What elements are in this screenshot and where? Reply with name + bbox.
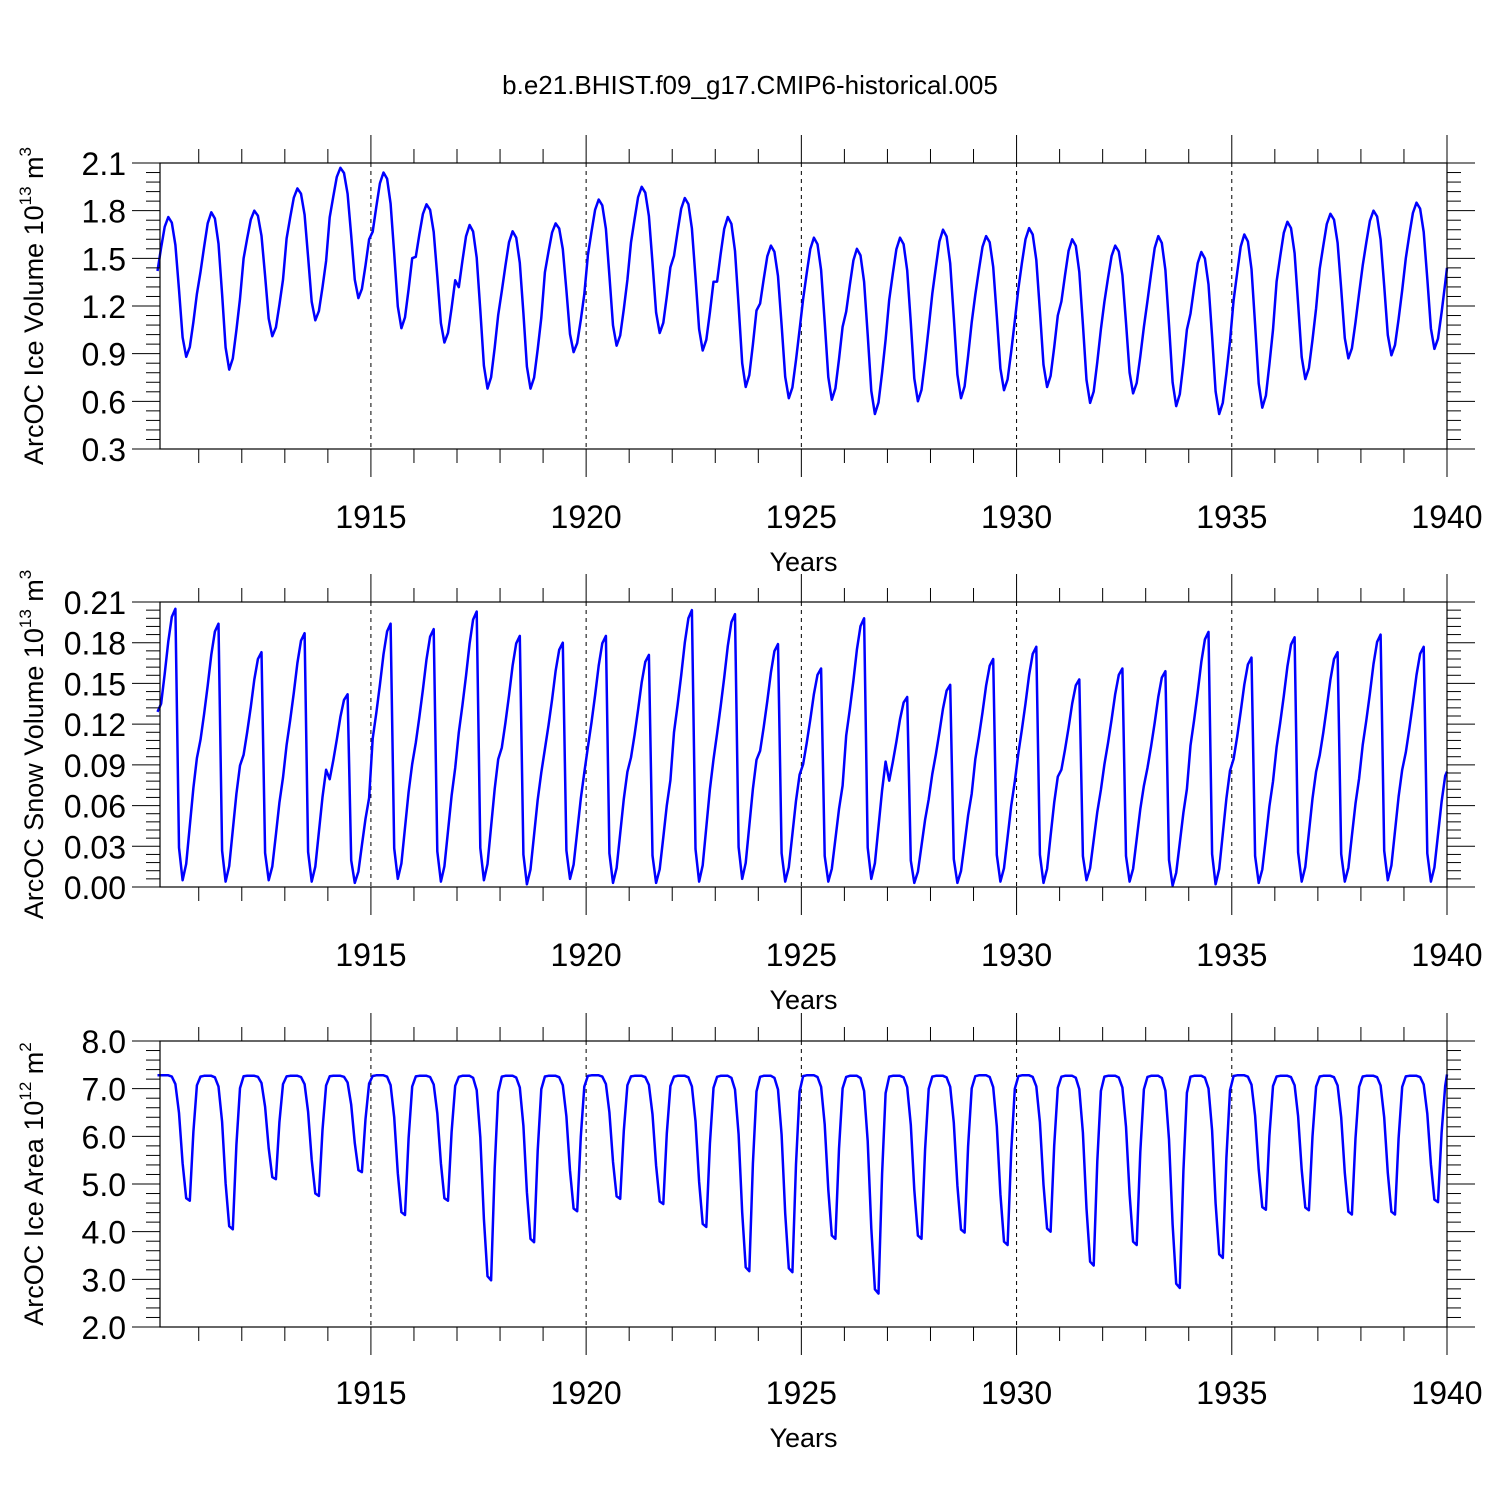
ice-volume-xtick-label: 1930: [981, 499, 1052, 535]
figure-title: b.e21.BHIST.f09_g17.CMIP6-historical.005: [502, 70, 998, 100]
ice-area-xtick-label: 1925: [766, 1375, 837, 1411]
ice-area-xtick-label: 1940: [1411, 1375, 1482, 1411]
snow-volume-xtick-label: 1935: [1196, 937, 1267, 973]
snow-volume-y-axis-title: ArcOC Snow Volume 1013 m3: [16, 570, 49, 920]
ice-area-xtick-label: 1935: [1196, 1375, 1267, 1411]
snow-volume-xtick-label: 1920: [551, 937, 622, 973]
ice-volume-y-axis-title: ArcOC Ice Volume 1013 m3: [16, 147, 49, 465]
ice-area-y-axis-title: ArcOC Ice Area 1012 m2: [16, 1042, 49, 1326]
ice-volume-xtick-label: 1925: [766, 499, 837, 535]
snow-volume-ytick-label: 0.00: [64, 870, 126, 906]
ice-area-xtick-label: 1915: [335, 1375, 406, 1411]
ice-volume-series-line: [156, 166, 1449, 416]
ice-volume-ytick-label: 0.9: [82, 337, 126, 373]
ice-area-ytick-label: 2.0: [82, 1310, 126, 1346]
ice-volume-xtick-label: 1915: [335, 499, 406, 535]
ice-volume-xtick-label: 1920: [551, 499, 622, 535]
snow-volume-series-line: [156, 607, 1449, 887]
ice-area-ytick-label: 4.0: [82, 1215, 126, 1251]
snow-volume-ytick-label: 0.06: [64, 789, 126, 825]
ice-area-series-line: [157, 1074, 1449, 1295]
ice-volume-ytick-label: 1.8: [82, 194, 126, 230]
ice-volume-ytick-label: 2.1: [82, 146, 126, 182]
snow-volume-ytick-label: 0.21: [64, 585, 126, 621]
ice-volume-ytick-label: 0.6: [82, 384, 126, 420]
snow-volume-plot-frame: [159, 601, 1448, 888]
ice-area-ytick-label: 7.0: [82, 1072, 126, 1108]
ice-volume-xtick-label: 1940: [1411, 499, 1482, 535]
snow-volume-xtick-label: 1925: [766, 937, 837, 973]
snow-volume-ytick-label: 0.09: [64, 748, 126, 784]
ice-area-xtick-label: 1930: [981, 1375, 1052, 1411]
snow-volume-ytick-label: 0.15: [64, 666, 126, 702]
ice-volume-x-axis-title: Years: [769, 547, 837, 577]
snow-volume-ytick-label: 0.12: [64, 707, 126, 743]
ice-volume-ytick-label: 0.3: [82, 432, 126, 468]
snow-volume-xtick-label: 1915: [335, 937, 406, 973]
ice-volume-ytick-label: 1.5: [82, 241, 126, 277]
snow-volume-ytick-label: 0.03: [64, 829, 126, 865]
ice-area-ytick-label: 6.0: [82, 1119, 126, 1155]
ice-area-ytick-label: 8.0: [82, 1024, 126, 1060]
ice-area-ytick-label: 5.0: [82, 1167, 126, 1203]
ice-area-xtick-label: 1920: [551, 1375, 622, 1411]
snow-volume-x-axis-title: Years: [769, 985, 837, 1015]
ice-area-ytick-label: 3.0: [82, 1262, 126, 1298]
snow-volume-ytick-label: 0.18: [64, 626, 126, 662]
snow-volume-xtick-label: 1930: [981, 937, 1052, 973]
ice-volume-xtick-label: 1935: [1196, 499, 1267, 535]
snow-volume-xtick-label: 1940: [1411, 937, 1482, 973]
ice-area-x-axis-title: Years: [769, 1423, 837, 1453]
ice-area-plot-frame: [159, 1040, 1448, 1328]
ice-volume-ytick-label: 1.2: [82, 289, 126, 325]
